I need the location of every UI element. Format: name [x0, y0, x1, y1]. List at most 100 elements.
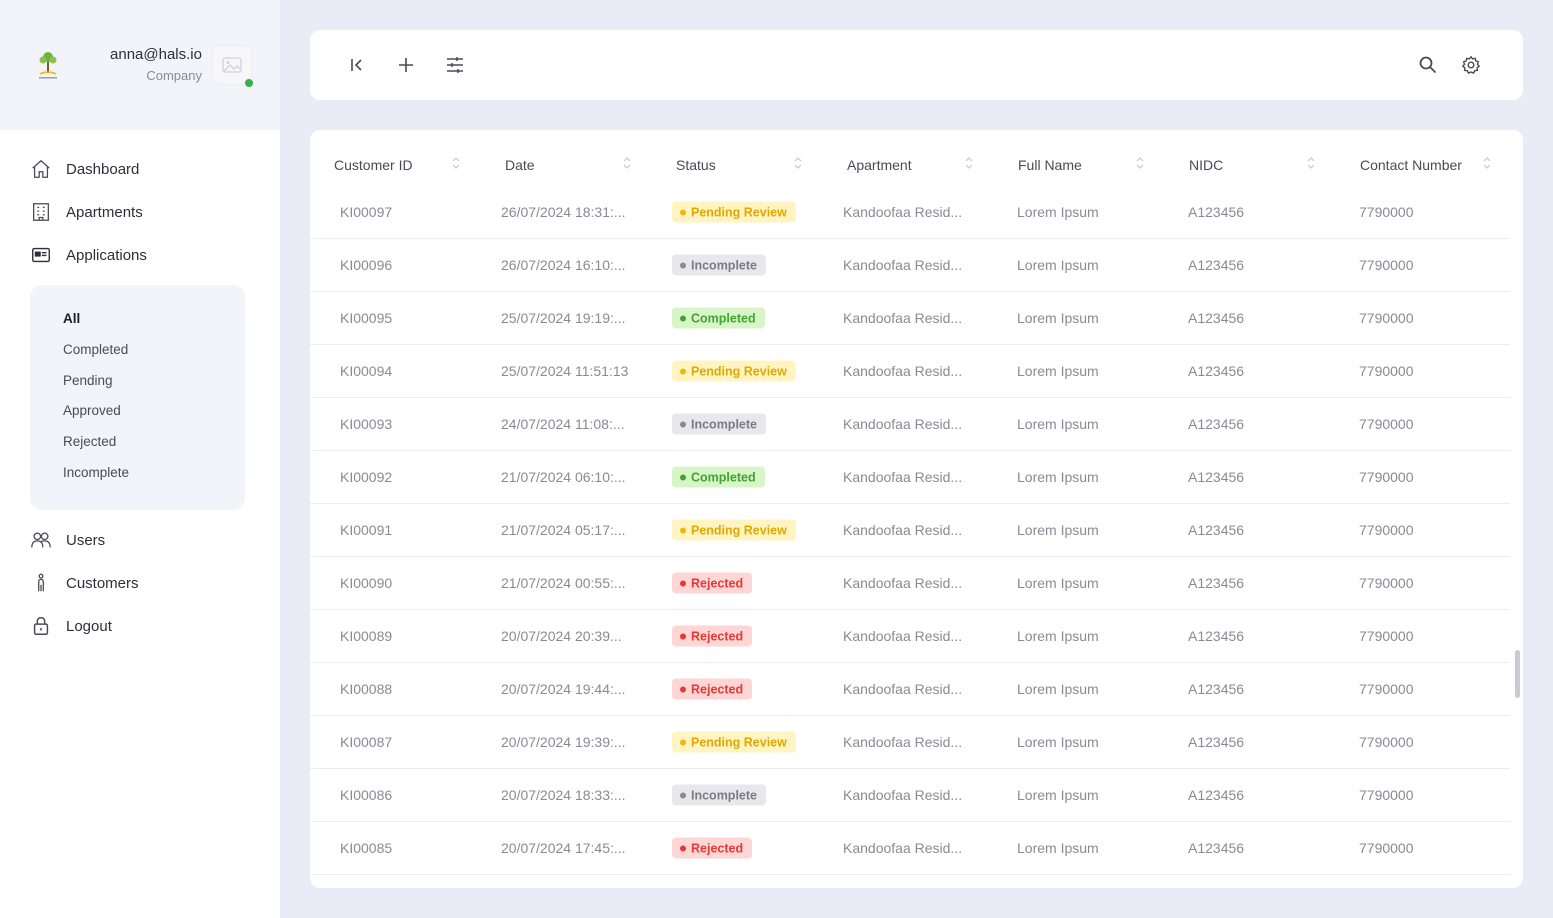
header-apartment[interactable]: Apartment: [847, 157, 912, 173]
sort-icon[interactable]: [1307, 154, 1315, 172]
cell-apartment: Kandoofaa Resid...: [843, 575, 963, 591]
company-logo: [39, 52, 57, 79]
table-row[interactable]: KI00092 21/07/2024 06:10:... Completed Kand…: [310, 451, 1510, 504]
add-button[interactable]: [393, 52, 419, 78]
nav-apartments[interactable]: Apartments: [30, 199, 143, 225]
online-status-dot: [244, 78, 254, 88]
person-icon: [38, 573, 44, 592]
status-dot: [680, 368, 686, 374]
table-row[interactable]: KI00096 26/07/2024 16:10:... Incomplete Kan…: [310, 239, 1510, 292]
submenu-approved[interactable]: Approved: [63, 403, 121, 418]
cell-full-name: Lorem Ipsum: [1017, 310, 1099, 326]
cell-contact-number: 7790000: [1359, 522, 1414, 538]
avatar[interactable]: [212, 45, 252, 85]
sort-icon[interactable]: [1483, 154, 1491, 172]
table-row[interactable]: KI00085 20/07/2024 17:45:... Rejected Kando…: [310, 822, 1510, 875]
user-role: Company: [146, 68, 202, 83]
cell-customer-id: KI00093: [340, 416, 393, 432]
users-icon: [31, 532, 51, 548]
cell-nidc: A123456: [1188, 681, 1245, 697]
sort-icon[interactable]: [1136, 154, 1144, 172]
table-row[interactable]: KI00087 20/07/2024 19:39:... Pending Revie…: [310, 716, 1510, 769]
status-badge: Rejected: [672, 837, 753, 859]
status-label: Completed: [691, 470, 756, 484]
nav-users[interactable]: Users: [30, 527, 105, 553]
header-contact-number[interactable]: Contact Number: [1360, 157, 1462, 173]
table-row[interactable]: KI00088 20/07/2024 19:44:... Rejected Kando…: [310, 663, 1510, 716]
table-row[interactable]: KI00089 20/07/2024 20:39... Rejected Kandoo…: [310, 610, 1510, 663]
status-label: Incomplete: [691, 258, 757, 272]
cell-date: 21/07/2024 00:55:...: [501, 575, 626, 591]
table-row[interactable]: KI00090 21/07/2024 00:55:... Rejected Kando…: [310, 557, 1510, 610]
filter-button[interactable]: [442, 52, 468, 78]
table-row[interactable]: KI00093 24/07/2024 11:08:... Incomplete Kan…: [310, 398, 1510, 451]
cell-contact-number: 7790000: [1359, 628, 1414, 644]
cell-apartment: Kandoofaa Resid...: [843, 204, 963, 220]
sort-icon[interactable]: [965, 154, 973, 172]
submenu-pending[interactable]: Pending: [63, 373, 113, 388]
sort-icon[interactable]: [452, 154, 460, 172]
cell-customer-id: KI00088: [340, 681, 393, 697]
cell-apartment: Kandoofaa Resid...: [843, 840, 963, 856]
status-badge: Pending Review: [672, 360, 796, 382]
cell-contact-number: 7790000: [1359, 840, 1414, 856]
cell-contact-number: 7790000: [1359, 363, 1414, 379]
cell-full-name: Lorem Ipsum: [1017, 681, 1099, 697]
cell-apartment: Kandoofaa Resid...: [843, 681, 963, 697]
gear-icon: [1461, 55, 1481, 75]
cell-customer-id: KI00087: [340, 734, 393, 750]
status-dot: [680, 474, 686, 480]
header-date[interactable]: Date: [505, 157, 535, 173]
sort-icon[interactable]: [623, 154, 631, 172]
status-label: Pending Review: [691, 523, 787, 537]
status-dot: [680, 527, 686, 533]
cell-date: 25/07/2024 11:51:13: [501, 363, 629, 379]
cell-date: 21/07/2024 05:17:...: [501, 522, 626, 538]
cell-date: 20/07/2024 19:39:...: [501, 734, 626, 750]
search-button[interactable]: [1415, 52, 1441, 78]
cell-customer-id: KI00086: [340, 787, 393, 803]
cell-date: 24/07/2024 11:08:...: [501, 416, 625, 432]
submenu-completed[interactable]: Completed: [63, 342, 129, 357]
cell-nidc: A123456: [1188, 204, 1245, 220]
submenu-rejected[interactable]: Rejected: [63, 434, 117, 449]
header-status[interactable]: Status: [676, 157, 716, 173]
scrollbar-thumb[interactable]: [1515, 650, 1520, 698]
cell-contact-number: 7790000: [1359, 787, 1414, 803]
settings-button[interactable]: [1458, 52, 1484, 78]
cell-contact-number: 7790000: [1359, 575, 1414, 591]
table-row[interactable]: KI00086 20/07/2024 18:33:... Incomplete Kan…: [310, 769, 1510, 822]
cell-date: 20/07/2024 18:33:...: [501, 787, 626, 803]
cell-customer-id: KI00092: [340, 469, 393, 485]
submenu-incomplete[interactable]: Incomplete: [63, 465, 130, 480]
cell-full-name: Lorem Ipsum: [1017, 840, 1099, 856]
nav-customers[interactable]: Customers: [30, 570, 139, 596]
cell-apartment: Kandoofaa Resid...: [843, 469, 963, 485]
cell-full-name: Lorem Ipsum: [1017, 628, 1099, 644]
cell-contact-number: 7790000: [1359, 257, 1414, 273]
status-dot: [680, 739, 686, 745]
header-customer-id[interactable]: Customer ID: [334, 157, 413, 173]
table-row[interactable]: KI00094 25/07/2024 11:51:13 Pending Review…: [310, 345, 1510, 398]
cell-date: 20/07/2024 19:44:...: [501, 681, 626, 697]
cell-full-name: Lorem Ipsum: [1017, 363, 1099, 379]
table-row[interactable]: KI00097 26/07/2024 18:31:... Pending Revie…: [310, 186, 1510, 239]
table-row[interactable]: KI00091 21/07/2024 05:17:... Pending Revie…: [310, 504, 1510, 557]
cell-nidc: A123456: [1188, 628, 1245, 644]
nav-logout[interactable]: Logout: [30, 613, 112, 639]
cell-date: 21/07/2024 06:10:...: [501, 469, 626, 485]
cell-full-name: Lorem Ipsum: [1017, 469, 1099, 485]
submenu-all[interactable]: All: [63, 311, 81, 326]
sort-icon[interactable]: [794, 154, 802, 172]
status-badge: Pending Review: [672, 731, 796, 753]
cell-date: 26/07/2024 16:10:...: [501, 257, 626, 273]
status-label: Rejected: [691, 682, 744, 696]
nav-applications[interactable]: Applications: [30, 242, 147, 268]
header-full-name[interactable]: Full Name: [1018, 157, 1082, 173]
status-dot: [680, 633, 686, 639]
header-nidc[interactable]: NIDC: [1189, 157, 1224, 173]
collapse-button[interactable]: [344, 52, 370, 78]
table-row[interactable]: KI00095 25/07/2024 19:19:... Completed Kand…: [310, 292, 1510, 345]
status-badge: Completed: [672, 466, 765, 488]
nav-dashboard[interactable]: Dashboard: [30, 156, 139, 182]
